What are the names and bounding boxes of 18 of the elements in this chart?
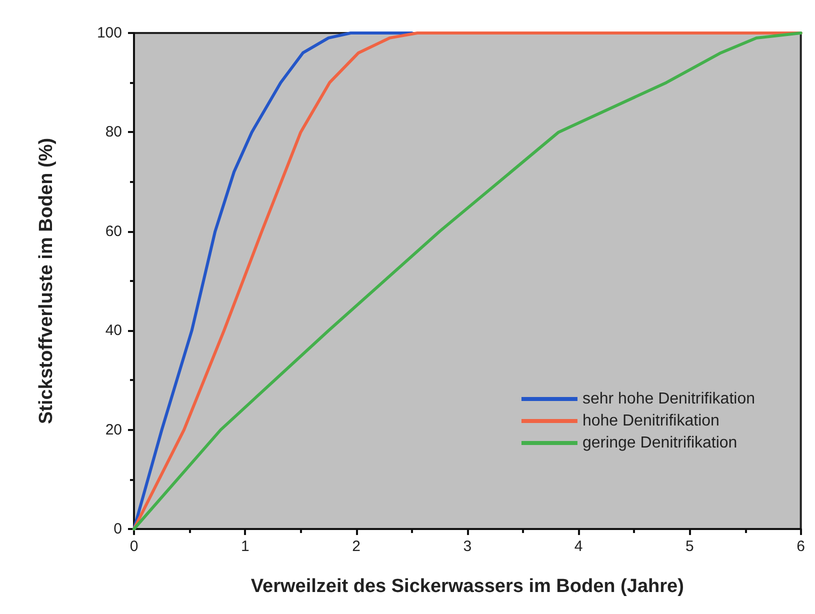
x-tick-label: 2	[352, 538, 360, 555]
y-tick-label: 40	[105, 322, 122, 340]
x-tick-label: 1	[240, 538, 250, 555]
y-axis-title: Stickstoffverluste im Boden (%)	[36, 138, 57, 424]
y-tick-label: 80	[105, 124, 122, 141]
x-axis-title: Verweilzeit des Sickerwassers im Boden (Jahre)	[250, 576, 684, 597]
legend-label: sehr hohe Denitrifikation	[582, 390, 756, 408]
y-tick-label: 60	[105, 222, 122, 240]
y-tick-label: 100	[96, 24, 122, 42]
x-tick-label: 6	[796, 538, 805, 555]
x-tick-label: 0	[130, 538, 138, 555]
legend-label: geringe Denitrifikation	[582, 434, 738, 452]
y-tick-label: 0	[114, 520, 122, 538]
x-tick-label: 3	[463, 538, 472, 555]
x-tick-label: 4	[574, 538, 583, 555]
y-tick-label: 20	[105, 421, 122, 438]
x-tick-label: 5	[686, 538, 694, 555]
legend-label: hohe Denitrifikation	[582, 412, 720, 430]
